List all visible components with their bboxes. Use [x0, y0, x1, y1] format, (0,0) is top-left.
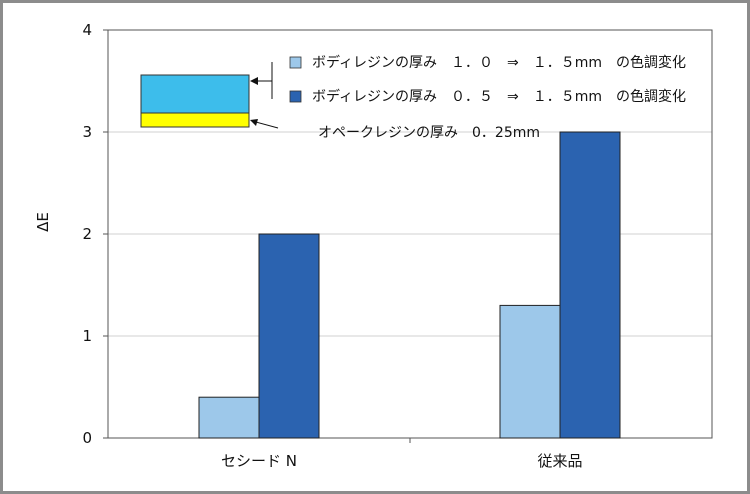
- legend: ボディレジンの厚み １．０ ⇒ １．５mm の色調変化 ボディレジンの厚み ０．…: [289, 54, 686, 105]
- y-tick-label-0: 0: [82, 429, 92, 447]
- bar-series1-cat1: [559, 131, 621, 439]
- y-axis-ticks: 0 1 2 3 4: [82, 21, 108, 447]
- bar-series0-cat0: [198, 396, 260, 439]
- resin-layer-diagram: [140, 62, 279, 129]
- opaque-arrowhead: [250, 119, 258, 126]
- y-tick-label-4: 4: [82, 21, 92, 39]
- legend-label-1: ボディレジンの厚み ０．５ ⇒ １．５mm の色調変化: [312, 88, 686, 105]
- legend-swatch-0: [289, 56, 302, 69]
- y-axis-title: ΔE: [34, 212, 52, 232]
- bracket-arrowhead: [250, 77, 258, 85]
- y-tick-label-2: 2: [82, 225, 92, 243]
- bar-series1-cat0: [258, 233, 320, 439]
- body-resin-layer: [140, 74, 250, 114]
- opaque-resin-layer: [140, 112, 250, 128]
- opaque-annotation: オペークレジンの厚み 0．25mm: [318, 125, 540, 141]
- legend-swatch-1: [289, 90, 302, 103]
- y-tick-label-1: 1: [82, 327, 92, 345]
- bar-series: [198, 131, 621, 439]
- x-tick-label-1: 従来品: [537, 452, 582, 470]
- bar-series0-cat1: [499, 304, 561, 439]
- gridlines: [108, 131, 712, 337]
- y-tick-label-3: 3: [82, 123, 92, 141]
- legend-label-0: ボディレジンの厚み １．０ ⇒ １．５mm の色調変化: [312, 54, 686, 71]
- x-tick-label-0: セシード N: [221, 452, 297, 470]
